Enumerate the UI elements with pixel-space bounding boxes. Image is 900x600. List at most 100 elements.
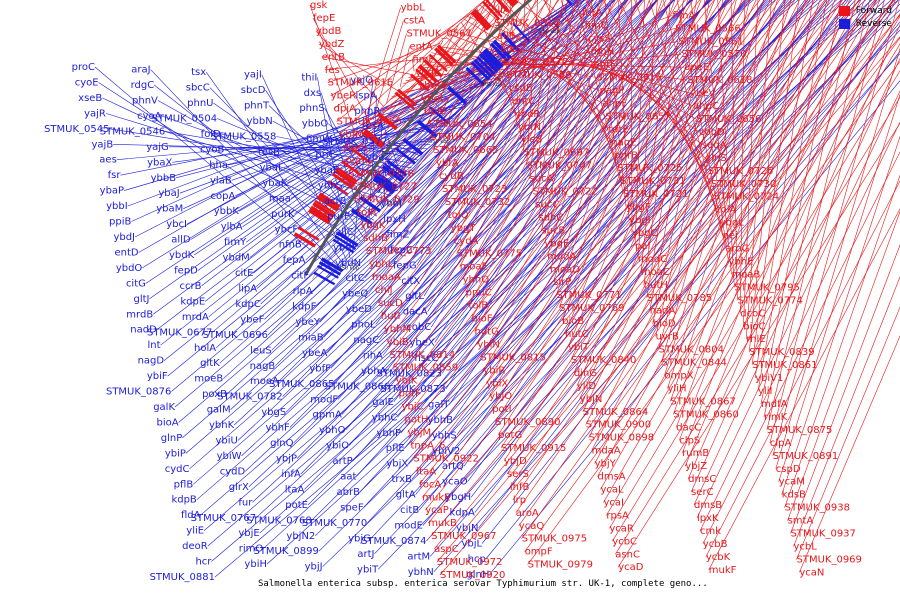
reverse-gene-label: STMUK_0768	[246, 515, 311, 526]
forward-leader-line	[494, 0, 765, 423]
forward-gene-label: STMUK_0860	[673, 409, 738, 420]
forward-gene-label: ycaD	[618, 562, 644, 573]
kbp-tick-label: 600 kbp	[482, 82, 502, 88]
forward-leader-line	[509, 0, 521, 140]
reverse-gene-label: ybaK	[262, 178, 287, 189]
forward-gene-label: STMUK_0859	[393, 363, 458, 374]
forward-gene-label: ybjZ	[685, 461, 707, 472]
reverse-leader-line	[252, 0, 795, 503]
reverse-gene-label: cyoA	[137, 111, 162, 122]
reverse-gene-label: rdgC	[131, 80, 155, 91]
reverse-gene-label: kdpA	[449, 508, 474, 519]
reverse-leader-line	[244, 0, 752, 472]
reverse-leader-line	[377, 29, 900, 570]
forward-gene-label: STMUK_0618	[687, 75, 752, 86]
forward-leader-line	[663, 0, 723, 236]
forward-feature-mark	[318, 192, 341, 209]
reverse-gene-label: ybhN	[408, 567, 434, 578]
forward-gene-label: ompF	[525, 547, 553, 558]
forward-gene-label: STMUK_0864	[583, 407, 648, 418]
forward-gene-label: STMUK_0732	[445, 197, 510, 208]
forward-gene-label: potI	[492, 404, 511, 415]
forward-gene-label: cobD	[699, 127, 725, 138]
reverse-leader-line	[266, 0, 892, 565]
reverse-feature-mark	[429, 106, 449, 125]
forward-leader-line	[790, 244, 900, 534]
reverse-feature-mark	[402, 138, 424, 156]
reverse-gene-label: ccrB	[180, 281, 202, 292]
forward-leader-line	[345, 0, 496, 161]
reverse-leader-line	[331, 138, 418, 161]
forward-gene-label: sucB	[541, 225, 565, 236]
reverse-feature-mark	[336, 231, 359, 247]
forward-gene-label: STMUK_0655	[337, 117, 402, 128]
reverse-gene-label: proC	[72, 62, 95, 73]
reverse-leader-line	[98, 82, 356, 250]
forward-leader-line	[743, 0, 759, 327]
forward-gene-label: uvrB	[656, 332, 679, 343]
reverse-gene-label: modE	[394, 521, 423, 532]
forward-gene-label: ybgL	[720, 218, 745, 229]
forward-gene-label: bioF	[472, 314, 493, 325]
forward-gene-label: STMUK_0769	[559, 303, 624, 314]
forward-leader-line	[480, 0, 694, 358]
reverse-leader-line	[263, 0, 867, 549]
forward-leader-line	[512, 0, 860, 501]
forward-gene-label: lrp	[513, 495, 526, 506]
reverse-gene-label: fsr	[108, 170, 122, 181]
forward-gene-label: ybfN	[518, 122, 541, 133]
forward-gene-label: ybgE	[544, 238, 569, 249]
forward-gene-label: cysS	[588, 34, 611, 45]
reverse-leader-line	[149, 0, 576, 300]
forward-gene-label: STMUK_0979	[528, 560, 593, 571]
reverse-gene-label: kdpB	[171, 495, 196, 506]
forward-leader-line	[433, 0, 896, 550]
forward-gene-label: sucA	[530, 174, 554, 185]
forward-leader-line	[550, 0, 638, 270]
forward-leader-line	[591, 0, 831, 451]
reverse-gene-label: ybjP	[276, 454, 297, 465]
forward-leader-line	[527, 61, 900, 565]
forward-leader-line	[327, 43, 441, 83]
forward-feature-mark	[332, 172, 354, 189]
forward-gene-label: STMUK_0804	[659, 345, 724, 356]
forward-leader-line	[419, 0, 809, 485]
forward-leader-line	[503, 0, 811, 462]
forward-leader-line	[432, 0, 507, 151]
forward-gene-label: rumB	[682, 448, 709, 459]
forward-gene-label: ybjM	[408, 428, 432, 439]
forward-leader-line	[407, 0, 745, 433]
forward-gene-label: sucD	[378, 298, 403, 309]
reverse-leader-line	[186, 40, 530, 225]
reverse-leader-line	[109, 128, 406, 177]
reverse-gene-label: ybiV2	[432, 446, 460, 457]
reverse-leader-line	[282, 0, 675, 397]
reverse-gene-label: fepG	[393, 260, 417, 271]
forward-leader-line	[687, 0, 896, 480]
reverse-gene-label: nagC	[353, 335, 379, 346]
forward-gene-label: STMUK_0567	[407, 29, 472, 40]
reverse-leader-line	[174, 0, 658, 408]
reverse-gene-label: xseB	[78, 93, 102, 104]
reverse-gene-label: galM	[207, 405, 231, 416]
forward-gene-label: ybeM	[418, 80, 445, 91]
forward-gene-label: moaC	[641, 267, 670, 278]
forward-gene-label: dmsC	[688, 474, 716, 485]
forward-leader-line	[410, 0, 761, 446]
forward-leader-line	[380, 0, 619, 317]
forward-leader-line	[515, 0, 877, 513]
reverse-gene-label: cydD	[220, 466, 246, 477]
reverse-leader-line	[285, 0, 693, 413]
reverse-leader-line	[426, 0, 899, 542]
forward-leader-line	[631, 0, 633, 234]
forward-gene-label: STMUK_0967	[431, 531, 496, 542]
forward-leader-line	[579, 0, 771, 399]
forward-leader-line	[787, 210, 900, 521]
reverse-gene-label: ybiF	[147, 371, 168, 382]
legend-forward-label: Forward	[855, 6, 892, 16]
reverse-gene-label: hha	[209, 160, 228, 171]
forward-leader-line	[793, 276, 900, 547]
reverse-feature-mark	[473, 58, 493, 78]
